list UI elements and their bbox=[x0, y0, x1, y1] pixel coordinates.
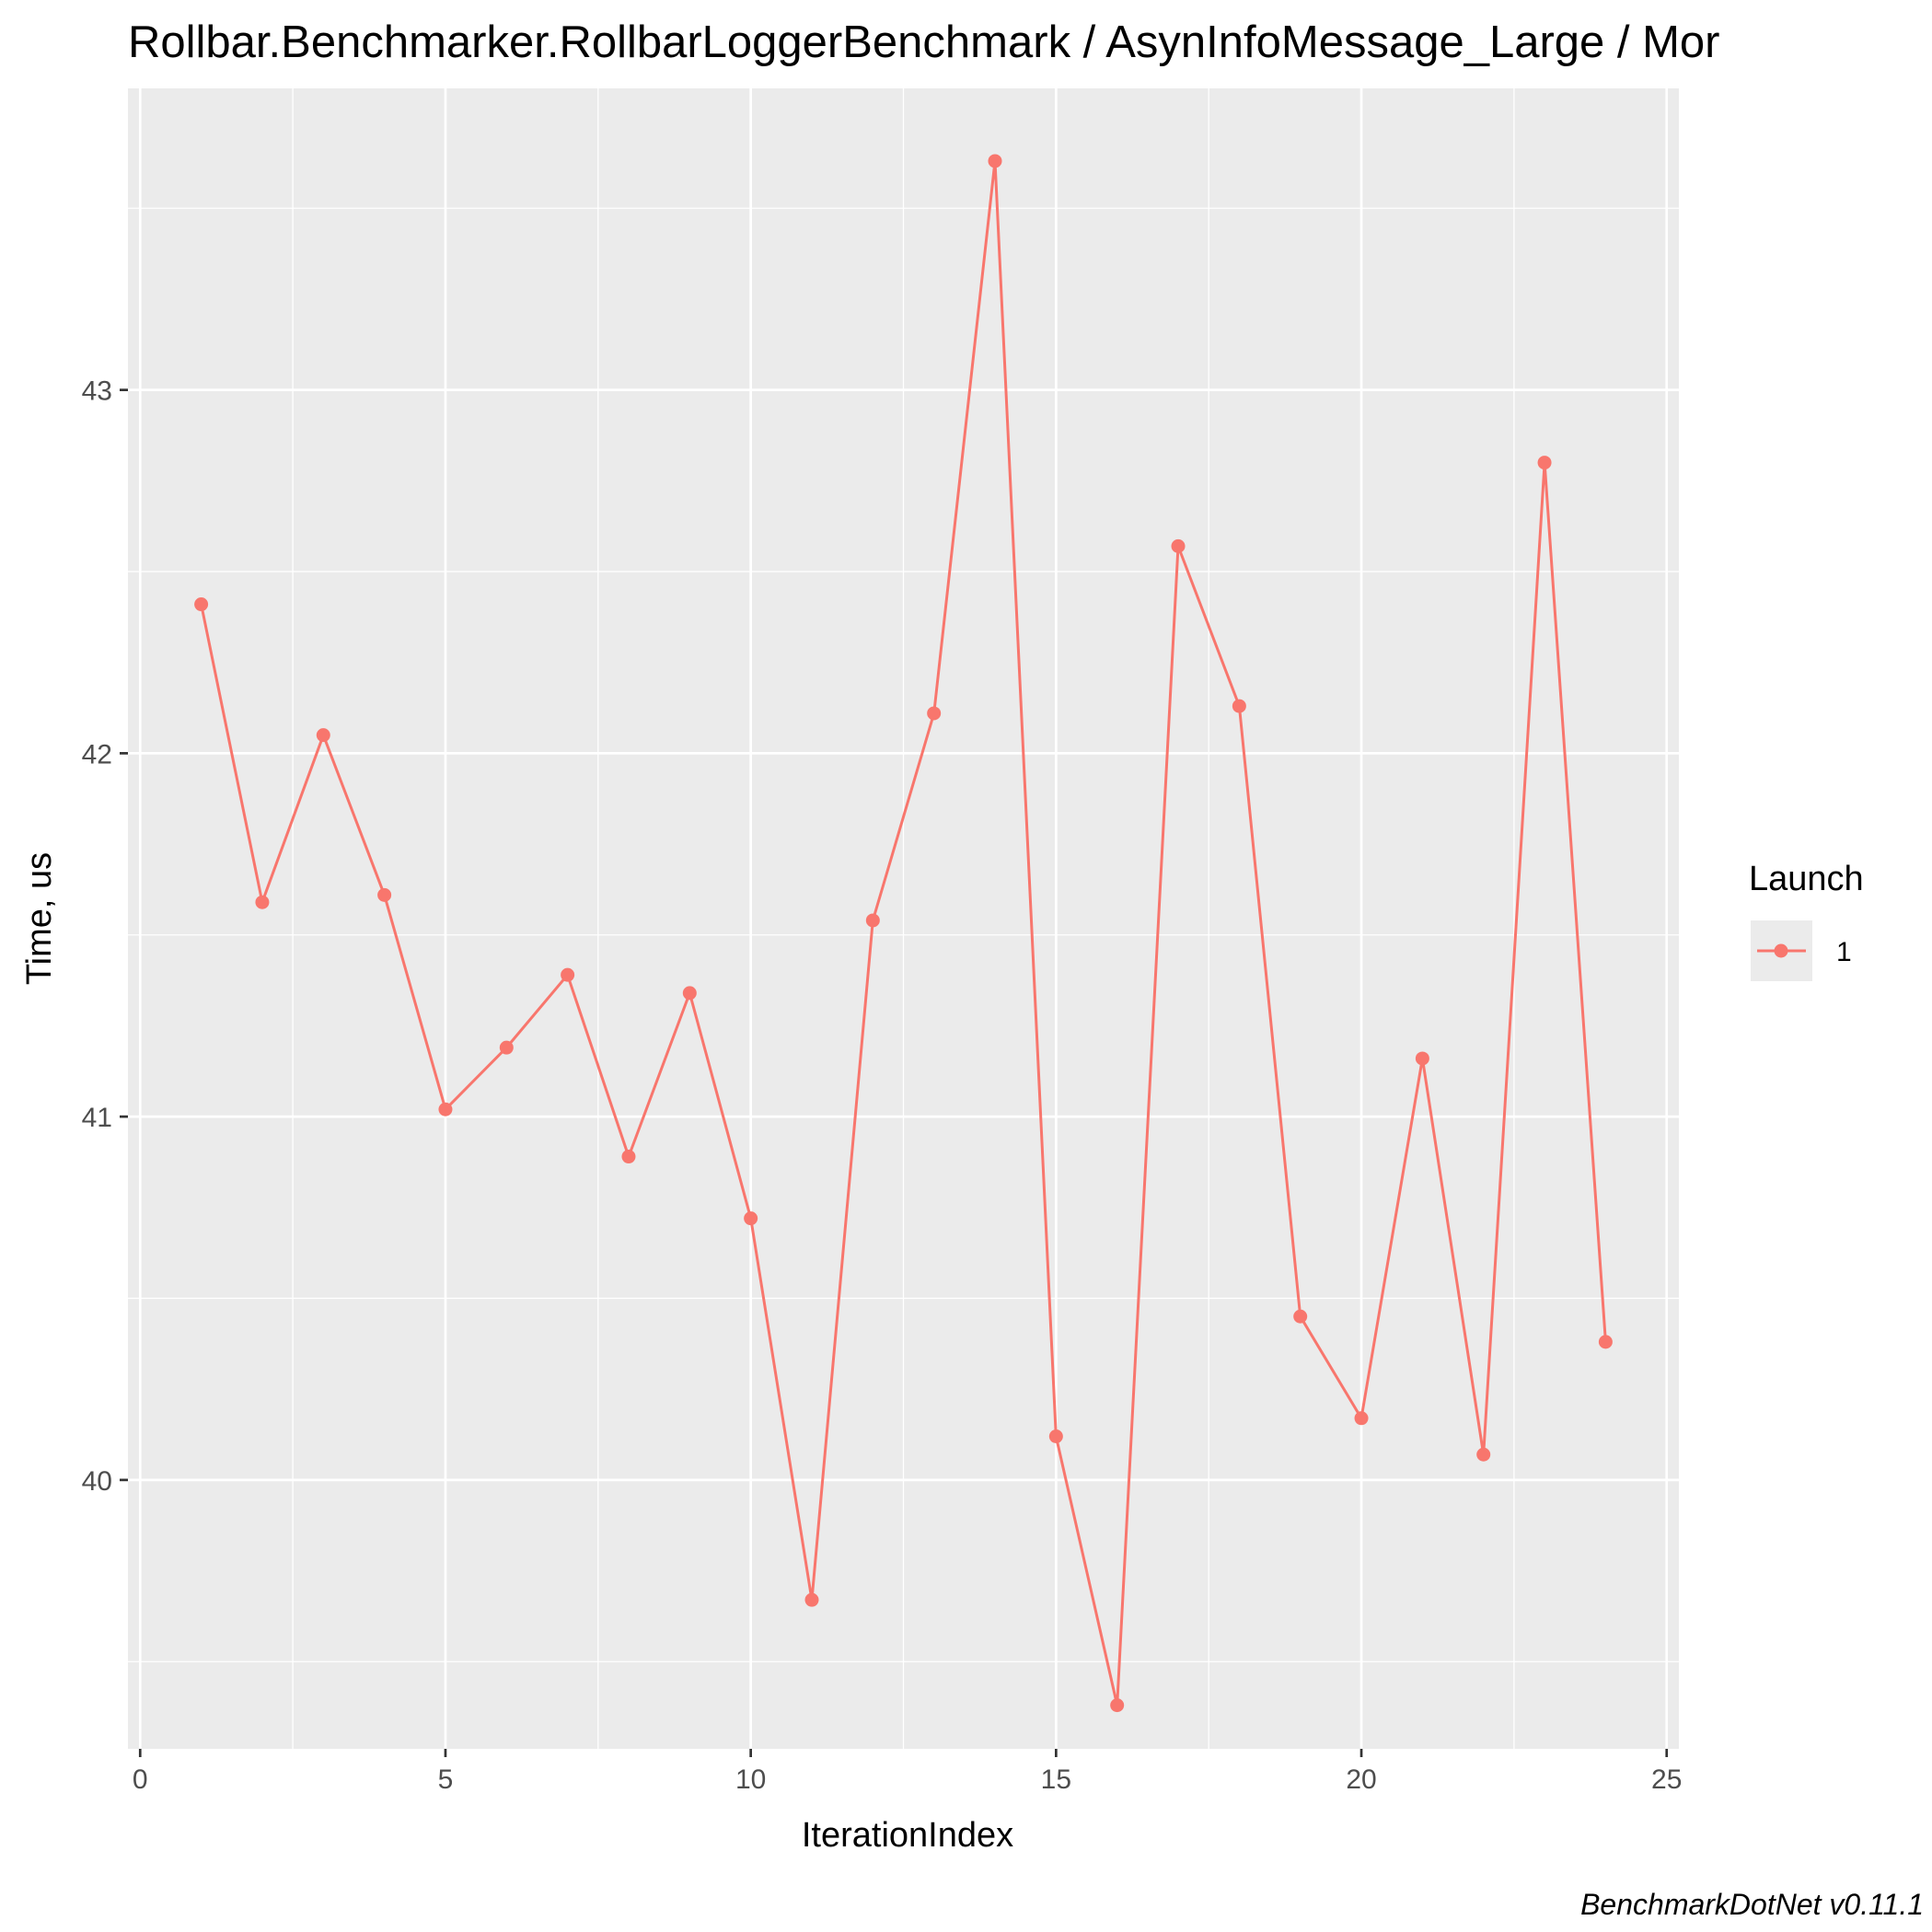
data-point bbox=[499, 1040, 514, 1055]
data-point bbox=[1537, 456, 1552, 470]
series-group bbox=[194, 154, 1613, 1713]
caption: BenchmarkDotNet v0.11.1 bbox=[1580, 1888, 1924, 1921]
data-point bbox=[316, 728, 330, 743]
axis-ticks bbox=[120, 388, 1669, 1757]
data-point bbox=[255, 895, 270, 909]
grid-minor-lines bbox=[128, 88, 1679, 1749]
series-line bbox=[200, 159, 1607, 1707]
chart-title: Rollbar.Benchmarker.RollbarLoggerBenchma… bbox=[128, 17, 1720, 67]
data-point bbox=[621, 1150, 636, 1164]
tick-labels: 0 5 10 15 20 25 40 41 42 43 bbox=[82, 376, 1683, 1795]
x-tick-label: 20 bbox=[1346, 1764, 1376, 1795]
data-point bbox=[1232, 699, 1246, 713]
data-point bbox=[1354, 1411, 1369, 1426]
x-tick-label: 15 bbox=[1041, 1764, 1071, 1795]
x-tick-label: 5 bbox=[438, 1764, 454, 1795]
legend-label: 1 bbox=[1836, 937, 1852, 967]
x-axis-title: IterationIndex bbox=[802, 1816, 1013, 1855]
data-point bbox=[682, 986, 697, 1001]
data-point bbox=[1171, 538, 1186, 553]
data-point bbox=[744, 1211, 758, 1226]
data-point bbox=[927, 706, 942, 721]
x-tick-label: 10 bbox=[735, 1764, 766, 1795]
y-tick-label: 43 bbox=[82, 376, 112, 407]
x-tick-label: 25 bbox=[1651, 1764, 1682, 1795]
data-point bbox=[1293, 1309, 1308, 1324]
data-point bbox=[1415, 1051, 1429, 1066]
data-point bbox=[438, 1102, 453, 1116]
y-axis-title: Time, us bbox=[20, 852, 59, 985]
grid-major-lines bbox=[128, 88, 1679, 1749]
data-point bbox=[1110, 1698, 1125, 1713]
y-tick-label: 41 bbox=[82, 1103, 112, 1133]
data-point bbox=[1598, 1335, 1613, 1349]
data-point bbox=[194, 597, 209, 612]
y-tick-label: 40 bbox=[82, 1466, 112, 1497]
data-point bbox=[865, 913, 880, 928]
y-tick-label: 42 bbox=[82, 739, 112, 769]
legend-key-point bbox=[1774, 943, 1788, 958]
data-point bbox=[804, 1592, 819, 1607]
data-point bbox=[988, 154, 1002, 168]
legend: Launch 1 bbox=[1749, 860, 1864, 981]
legend-title: Launch bbox=[1749, 860, 1864, 898]
data-point bbox=[1048, 1429, 1063, 1444]
data-point bbox=[561, 967, 575, 982]
data-point bbox=[1476, 1447, 1491, 1462]
data-point bbox=[377, 887, 392, 902]
x-tick-label: 0 bbox=[133, 1764, 148, 1795]
